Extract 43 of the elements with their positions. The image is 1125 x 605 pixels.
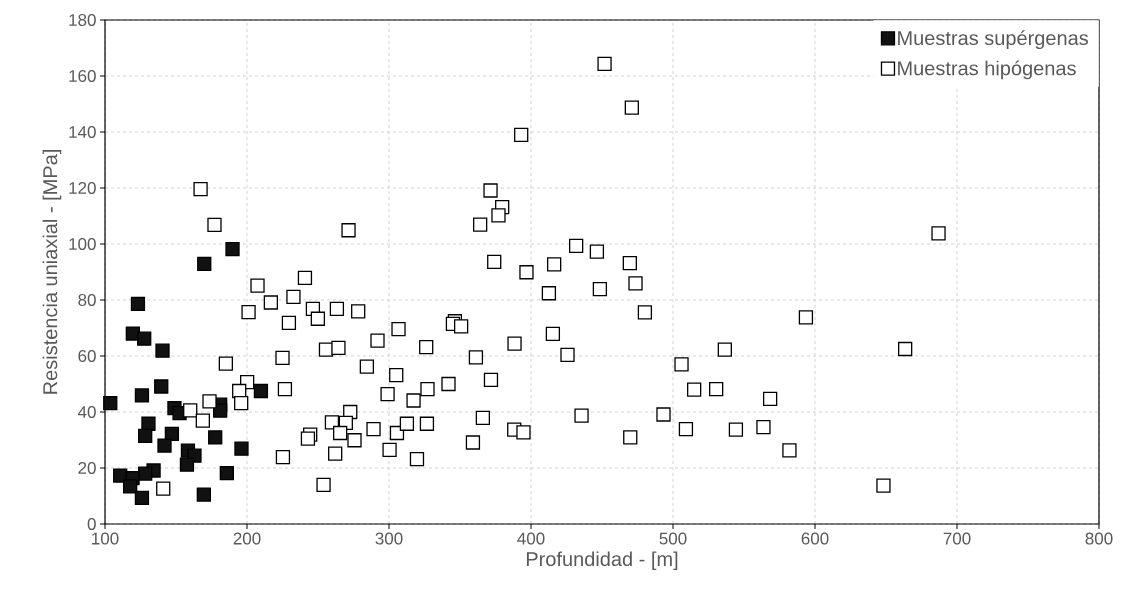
x-tick-label: 600 bbox=[801, 532, 829, 545]
point bbox=[138, 466, 153, 481]
legend-label: Muestras hipógenas bbox=[898, 60, 1076, 80]
point bbox=[234, 441, 249, 456]
x-tick-label: 200 bbox=[233, 532, 261, 545]
point bbox=[213, 403, 228, 418]
y-tick-label: 20 bbox=[78, 461, 96, 475]
y-tick-label: 180 bbox=[69, 13, 96, 27]
point bbox=[122, 479, 138, 494]
y-tick-label: 100 bbox=[69, 237, 96, 251]
x-axis-title: Profundidad - [m] bbox=[526, 551, 678, 571]
legend-label: Muestras supérgenas bbox=[898, 30, 1089, 50]
point bbox=[196, 487, 211, 502]
point bbox=[155, 343, 170, 358]
y-tick-label: 40 bbox=[77, 405, 96, 419]
x-tick-label: 400 bbox=[517, 532, 545, 545]
point bbox=[225, 241, 240, 257]
point bbox=[138, 428, 153, 443]
point bbox=[157, 438, 172, 453]
y-axis-title: Resistencia uniaxial - [MPa] bbox=[42, 150, 62, 394]
x-tick-label: 500 bbox=[659, 532, 687, 545]
point bbox=[208, 430, 223, 445]
y-tick-label: 120 bbox=[69, 181, 96, 195]
x-tick-label: 700 bbox=[943, 532, 971, 545]
point bbox=[219, 465, 234, 481]
x-tick-label: 800 bbox=[1085, 532, 1113, 545]
point bbox=[134, 388, 150, 403]
point bbox=[103, 395, 118, 411]
point bbox=[137, 331, 152, 346]
x-tick-label: 300 bbox=[375, 532, 403, 545]
point bbox=[179, 457, 195, 472]
point bbox=[141, 416, 156, 431]
x-tick-label: 100 bbox=[92, 532, 119, 545]
y-tick-label: 60 bbox=[78, 349, 96, 363]
y-tick-label: 160 bbox=[69, 69, 96, 83]
y-tick-label: 0 bbox=[87, 517, 96, 531]
point bbox=[134, 490, 150, 506]
point bbox=[154, 379, 169, 394]
point bbox=[130, 296, 146, 312]
point bbox=[253, 383, 269, 399]
point bbox=[197, 256, 212, 272]
y-tick-label: 80 bbox=[78, 293, 96, 307]
y-tick-label: 140 bbox=[69, 125, 96, 139]
